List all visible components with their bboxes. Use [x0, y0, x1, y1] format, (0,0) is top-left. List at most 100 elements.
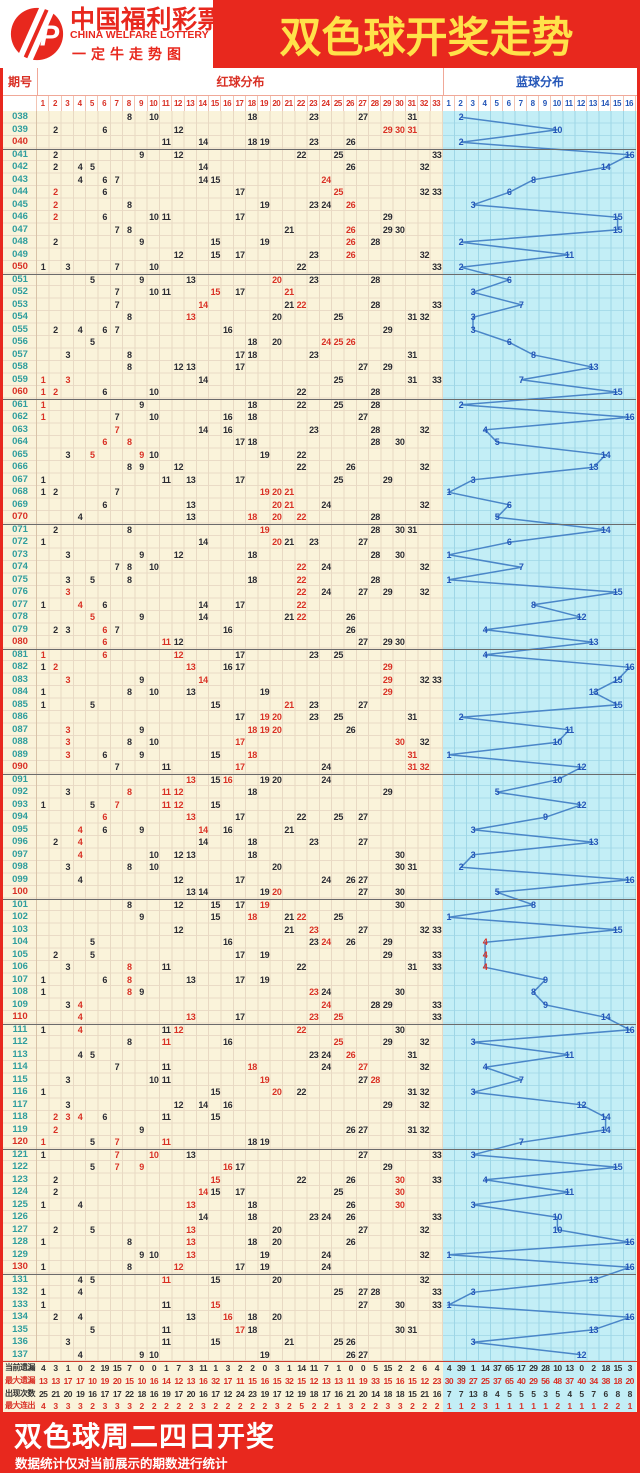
stats-red-value: 17: [211, 1388, 220, 1399]
red-ball: 1: [40, 1237, 46, 1247]
period-label: 109: [12, 998, 28, 1010]
red-ball: 32: [419, 587, 430, 597]
red-ball: 4: [77, 849, 83, 860]
red-ball: 31: [407, 1124, 417, 1135]
logo-chinese-name: 中国福利彩票: [70, 6, 224, 34]
red-ball: 10: [149, 262, 159, 272]
blue-ball: 4: [482, 624, 488, 635]
blue-ball: 10: [552, 1224, 563, 1235]
period-label: 128: [12, 1236, 28, 1247]
stats-red-value: 2: [139, 1401, 145, 1412]
red-ball: 31: [407, 1087, 417, 1097]
red-ball: 16: [222, 424, 233, 435]
red-ball: 15: [210, 174, 221, 185]
blue-ball: 9: [542, 812, 548, 822]
red-ball: 6: [102, 637, 108, 647]
red-ball: 32: [419, 1037, 430, 1047]
period-label: 110: [12, 1011, 28, 1022]
stats-red-value: 13: [51, 1375, 60, 1386]
blue-ball: 13: [588, 1324, 599, 1335]
red-ball: 23: [309, 699, 319, 710]
red-ball: 25: [333, 337, 344, 347]
red-ball: 6: [102, 437, 108, 447]
period-label: 080: [12, 636, 28, 647]
stats-blue-zone-bg: [442, 1362, 636, 1413]
red-ball: 7: [114, 1149, 120, 1160]
red-ball: 9: [139, 1349, 144, 1360]
period-label: 061: [12, 398, 28, 410]
blue-ball: 8: [530, 174, 536, 185]
red-ball: 3: [65, 749, 71, 760]
red-ball: 1: [40, 599, 46, 610]
red-ball: 31: [407, 862, 417, 872]
stats-red-value: 12: [420, 1375, 429, 1386]
red-ball: 1: [40, 649, 46, 660]
red-ball: 32: [419, 1124, 430, 1135]
footer-draw-days: 双色球周二四日开奖: [14, 1421, 276, 1452]
stats-blue-value: 1: [446, 1401, 452, 1412]
red-ball: 12: [173, 787, 184, 797]
red-ball: 18: [247, 512, 258, 522]
red-ball: 20: [272, 887, 282, 897]
red-col-number: 18: [246, 96, 259, 111]
period-label: 086: [12, 711, 28, 722]
period-label: 068: [12, 486, 28, 497]
period-label: 085: [12, 698, 28, 710]
red-ball: 17: [235, 1162, 245, 1172]
stats-blue-value: 8: [627, 1388, 633, 1399]
red-ball: 18: [247, 837, 258, 847]
red-ball: 27: [358, 412, 368, 422]
period-label: 099: [12, 873, 28, 885]
stats-red-value: 15: [248, 1375, 257, 1386]
stats-red-value: 1: [287, 1363, 292, 1373]
red-ball: 26: [345, 874, 356, 885]
red-ball: 10: [149, 212, 159, 222]
red-ball: 25: [333, 649, 344, 660]
red-ball: 33: [432, 1287, 442, 1297]
red-ball: 24: [321, 562, 331, 572]
stats-red-value: 4: [41, 1363, 46, 1373]
red-ball: 1: [40, 1199, 46, 1210]
period-label: 096: [12, 836, 28, 847]
red-ball: 1: [40, 487, 46, 497]
red-ball: 7: [114, 412, 120, 422]
stats-red-value: 5: [373, 1363, 378, 1373]
group-separator: [3, 1023, 636, 1025]
period-label: 048: [12, 236, 28, 247]
red-ball: 20: [272, 1224, 282, 1235]
period-label: 060: [12, 386, 28, 397]
blue-section-header: 蓝球分布: [443, 68, 636, 95]
red-ball: 22: [296, 512, 307, 522]
red-ball: 2: [53, 387, 58, 397]
red-ball: 33: [432, 262, 442, 272]
stats-blue-value: 4: [495, 1388, 500, 1399]
period-label: 038: [12, 111, 28, 122]
blue-ball: 3: [470, 324, 476, 335]
red-ball: 26: [345, 224, 356, 235]
red-ball: 12: [173, 899, 184, 910]
red-section-header: 红球分布: [37, 68, 443, 95]
red-ball: 8: [126, 112, 132, 122]
stats-blue-value: 37: [492, 1363, 502, 1373]
stats-label: 最大连出: [5, 1401, 36, 1411]
red-col-number: 10: [148, 96, 160, 111]
period-label: 132: [12, 1286, 28, 1297]
red-ball: 11: [161, 1112, 171, 1122]
stats-red-value: 0: [360, 1363, 366, 1373]
red-ball: 21: [284, 924, 294, 935]
red-ball: 22: [296, 612, 307, 622]
stats-blue-value: 20: [625, 1375, 635, 1386]
red-ball: 13: [186, 362, 196, 372]
period-label: 041: [12, 148, 28, 160]
blue-ball: 3: [470, 1287, 476, 1297]
red-ball: 13: [186, 1199, 196, 1210]
red-col-number: 24: [320, 96, 333, 111]
period-label: 118: [12, 1111, 28, 1122]
red-ball: 10: [149, 112, 159, 122]
red-ball: 16: [222, 1162, 233, 1172]
red-ball: 17: [235, 1012, 245, 1022]
stats-red-value: 1: [164, 1363, 169, 1373]
red-ball: 32: [419, 1099, 430, 1110]
period-label: 116: [12, 1086, 28, 1097]
red-ball: 3: [65, 349, 71, 360]
